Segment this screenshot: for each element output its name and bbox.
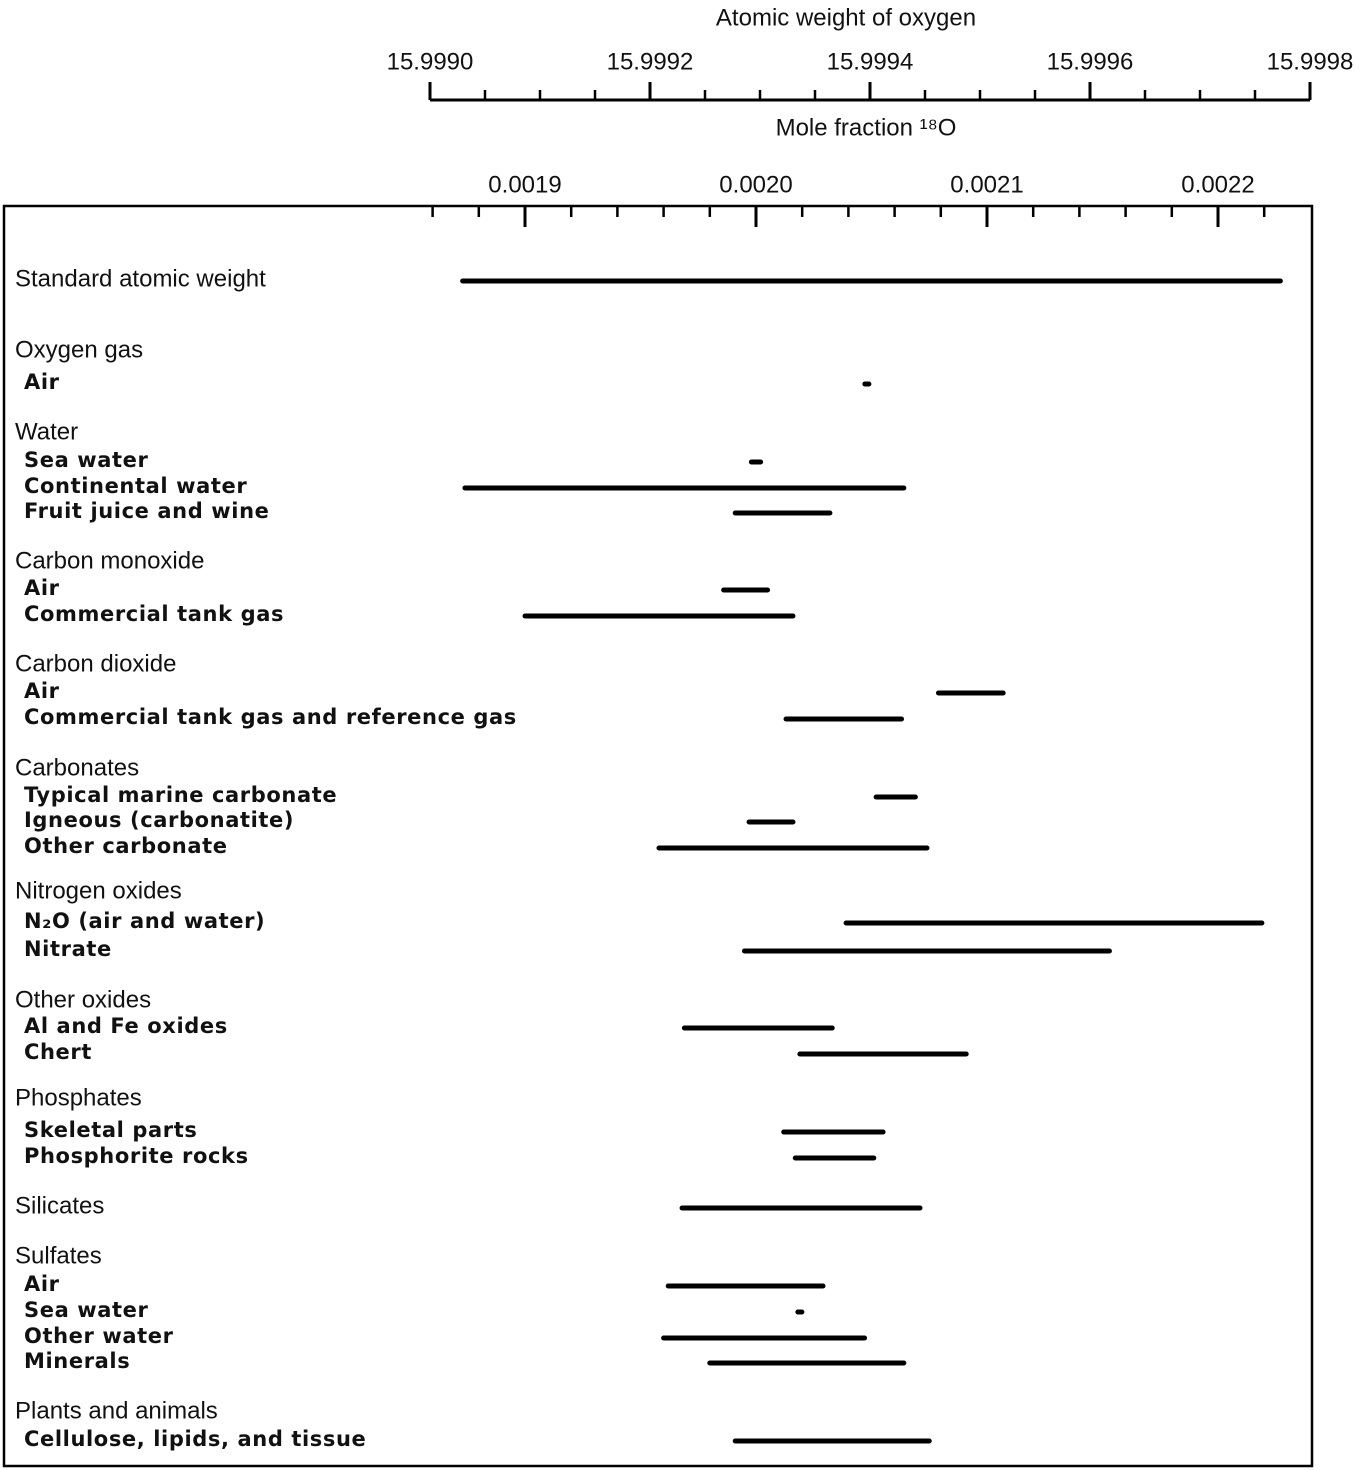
group-label: Carbonates xyxy=(15,754,139,781)
top-tick-label: 15.9990 xyxy=(387,48,474,75)
item-label: Nitrate xyxy=(24,937,112,961)
group-label: Standard atomic weight xyxy=(15,265,266,292)
group-label: Nitrogen oxides xyxy=(15,877,182,904)
item-label: Skeletal parts xyxy=(24,1118,197,1142)
item-label: Igneous (carbonatite) xyxy=(24,808,294,832)
group-label: Oxygen gas xyxy=(15,336,143,363)
group-label: Silicates xyxy=(15,1192,104,1219)
bottom-axis-title: Mole fraction ¹⁸O xyxy=(776,114,957,141)
item-label: Air xyxy=(24,576,60,600)
item-label: Other carbonate xyxy=(24,834,228,858)
item-label: Air xyxy=(24,1272,60,1296)
item-label: Al and Fe oxides xyxy=(24,1014,228,1038)
group-label: Phosphates xyxy=(15,1084,142,1111)
item-label: Minerals xyxy=(24,1349,130,1373)
x-tick-label: 0.0022 xyxy=(1181,171,1254,198)
group-label: Water xyxy=(15,418,78,445)
group-label: Carbon monoxide xyxy=(15,547,204,574)
top-tick-label: 15.9994 xyxy=(827,48,914,75)
item-label: Sea water xyxy=(24,448,149,472)
item-label: Sea water xyxy=(24,1298,149,1322)
item-label: Fruit juice and wine xyxy=(24,499,269,523)
item-label: N₂O (air and water) xyxy=(24,909,265,933)
group-label: Other oxides xyxy=(15,986,151,1013)
item-label: Air xyxy=(24,370,60,394)
top-tick-label: 15.9998 xyxy=(1267,48,1354,75)
item-label: Air xyxy=(24,679,60,703)
item-label: Continental water xyxy=(24,474,247,498)
item-label: Typical marine carbonate xyxy=(24,783,337,807)
top-tick-label: 15.9996 xyxy=(1047,48,1134,75)
top-tick-label: 15.9992 xyxy=(607,48,694,75)
item-label: Commercial tank gas xyxy=(24,602,284,626)
item-label: Commercial tank gas and reference gas xyxy=(24,705,517,729)
item-label: Other water xyxy=(24,1324,174,1348)
group-label: Sulfates xyxy=(15,1242,102,1269)
group-label: Carbon dioxide xyxy=(15,650,176,677)
x-tick-label: 0.0021 xyxy=(950,171,1023,198)
top-axis-title: Atomic weight of oxygen xyxy=(716,4,976,31)
x-tick-label: 0.0020 xyxy=(719,171,792,198)
item-label: Chert xyxy=(24,1040,92,1064)
x-tick-label: 0.0019 xyxy=(488,171,561,198)
item-label: Phosphorite rocks xyxy=(24,1144,249,1168)
plot-frame xyxy=(2,204,1314,1468)
group-label: Plants and animals xyxy=(15,1397,218,1424)
item-label: Cellulose, lipids, and tissue xyxy=(24,1427,366,1451)
